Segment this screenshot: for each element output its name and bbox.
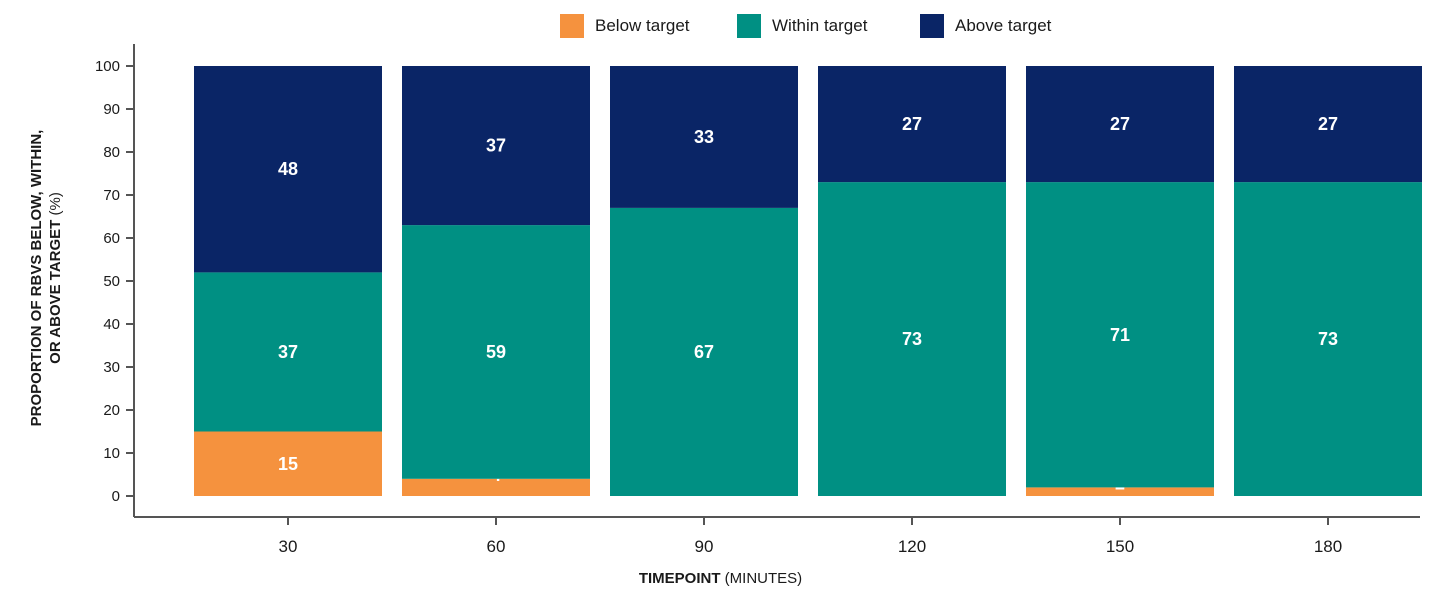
bar-segment-above-target xyxy=(1026,66,1214,183)
x-axis-title: TIMEPOINT (MINUTES) xyxy=(0,570,1441,587)
y-tick-label: 80 xyxy=(103,144,120,161)
legend-item-above-target: Above target xyxy=(920,14,1051,38)
data-label: 37 xyxy=(486,136,506,156)
x-tick-label: 120 xyxy=(898,537,926,556)
x-tick-label: 90 xyxy=(695,537,714,556)
x-axis-title-main: TIMEPOINT xyxy=(638,570,721,587)
bar-segment-above-target xyxy=(194,66,382,273)
y-tick-label: 10 xyxy=(103,445,120,462)
y-axis-title-unit: (%) xyxy=(47,192,64,216)
legend-label-below-target: Below target xyxy=(595,16,690,35)
data-label: 27 xyxy=(902,114,922,134)
bar-segment-above-target xyxy=(818,66,1006,183)
data-label: 27 xyxy=(1110,114,1130,134)
data-label: 59 xyxy=(486,342,506,362)
bar-segment-below-target xyxy=(194,431,382,496)
y-tick-label: 100 xyxy=(95,58,120,75)
bar-segment-above-target xyxy=(1234,66,1422,183)
bar-segment-below-target xyxy=(402,478,590,496)
y-tick-label: 30 xyxy=(103,359,120,376)
y-tick-label: 40 xyxy=(103,316,120,333)
bar-segment-within-target xyxy=(402,225,590,479)
data-label: 15 xyxy=(278,454,298,474)
x-tick-label: 30 xyxy=(279,537,298,556)
y-tick-label: 50 xyxy=(103,273,120,290)
y-axis-title: PROPORTION OF RBVS BELOW, WITHIN, OR ABO… xyxy=(22,78,70,478)
bar-segment-within-target xyxy=(194,272,382,432)
chart-legend: Below target Within target Above target xyxy=(0,14,1441,42)
bar-segment-within-target xyxy=(610,207,798,496)
legend-label-above-target: Above target xyxy=(955,16,1052,35)
data-label: 67 xyxy=(694,342,714,362)
y-axis-title-line2: OR ABOVE TARGET xyxy=(47,219,64,364)
data-label: 73 xyxy=(902,329,922,349)
data-label: 48 xyxy=(278,159,298,179)
y-tick-label: 90 xyxy=(103,101,120,118)
legend-label-within-target: Within target xyxy=(772,16,868,35)
legend-swatch-below-target xyxy=(560,14,584,38)
data-label: 33 xyxy=(694,127,714,147)
y-tick-label: 0 xyxy=(112,488,120,505)
data-label: 37 xyxy=(278,342,298,362)
bar-segment-within-target xyxy=(1026,182,1214,488)
y-tick-label: 70 xyxy=(103,187,120,204)
bar-segment-above-target xyxy=(402,66,590,226)
bar-segment-within-target xyxy=(818,182,1006,496)
bar-segment-above-target xyxy=(610,66,798,208)
x-axis-title-unit: (MINUTES) xyxy=(724,570,803,587)
legend-swatch-above-target xyxy=(920,14,944,38)
data-label: 71 xyxy=(1110,325,1130,345)
legend-item-within-target: Within target xyxy=(737,14,867,38)
y-axis-title-line1: PROPORTION OF RBVS BELOW, WITHIN, xyxy=(28,129,45,427)
x-tick-label: 60 xyxy=(487,537,506,556)
x-tick-label: 180 xyxy=(1314,537,1342,556)
legend-item-below-target: Below target xyxy=(560,14,690,38)
y-tick-label: 20 xyxy=(103,402,120,419)
y-tick-label: 60 xyxy=(103,230,120,247)
x-tick-label: 150 xyxy=(1106,537,1134,556)
legend-swatch-within-target xyxy=(737,14,761,38)
bar-segment-within-target xyxy=(1234,182,1422,496)
data-label: 27 xyxy=(1318,114,1338,134)
bar-segment-below-target xyxy=(1026,487,1214,496)
data-label: 73 xyxy=(1318,329,1338,349)
